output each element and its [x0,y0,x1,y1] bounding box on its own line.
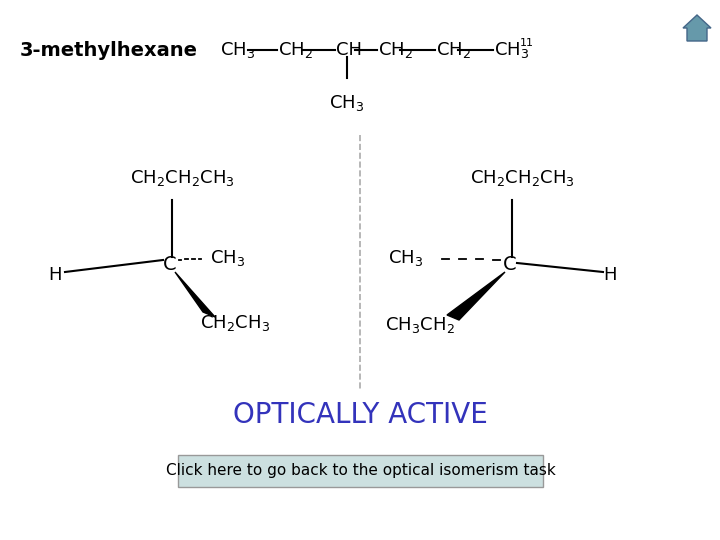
Text: Click here to go back to the optical isomerism task: Click here to go back to the optical iso… [166,463,555,478]
Polygon shape [175,272,215,317]
Text: CH$_3$: CH$_3$ [210,248,246,268]
Text: H: H [603,266,617,284]
Text: CH$_3$: CH$_3$ [494,40,529,60]
Text: CH$_2$CH$_2$CH$_3$: CH$_2$CH$_2$CH$_3$ [470,168,575,188]
Text: C: C [163,255,177,274]
FancyBboxPatch shape [178,455,543,487]
Text: CH: CH [336,41,362,59]
Text: CH$_2$: CH$_2$ [378,40,413,60]
Text: CH$_2$: CH$_2$ [436,40,471,60]
Text: CH$_3$: CH$_3$ [388,248,423,268]
Text: H: H [48,266,62,284]
Text: CH$_2$CH$_2$CH$_3$: CH$_2$CH$_2$CH$_3$ [130,168,235,188]
Text: CH$_2$CH$_3$: CH$_2$CH$_3$ [200,313,270,333]
Text: CH$_3$CH$_2$: CH$_3$CH$_2$ [385,315,455,335]
Text: CH$_3$: CH$_3$ [329,93,364,113]
Text: C: C [503,255,517,274]
Polygon shape [683,15,711,41]
Text: OPTICALLY ACTIVE: OPTICALLY ACTIVE [233,401,487,429]
Text: CH$_2$: CH$_2$ [278,40,313,60]
Text: 3-methylhexane: 3-methylhexane [20,40,198,59]
Polygon shape [447,272,505,320]
Text: 11: 11 [520,38,534,48]
Text: CH$_3$: CH$_3$ [220,40,255,60]
